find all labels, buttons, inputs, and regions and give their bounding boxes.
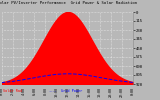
Text: Grid Power: Grid Power [61, 89, 82, 93]
Text: 0:00: 0:00 [131, 87, 135, 95]
Text: 8:00: 8:00 [43, 87, 47, 95]
Text: 6:00: 6:00 [32, 87, 36, 95]
Text: 14:00: 14:00 [76, 87, 80, 97]
Text: 2:00: 2:00 [11, 87, 15, 95]
Text: 16:00: 16:00 [87, 87, 91, 97]
Text: 4:00: 4:00 [21, 87, 25, 95]
Text: Solar Rad: Solar Rad [3, 89, 22, 93]
Text: Solar PV/Inverter Performance  Grid Power & Solar Radiation: Solar PV/Inverter Performance Grid Power… [0, 0, 137, 4]
Text: ----: ---- [48, 89, 56, 93]
Text: 10:00: 10:00 [54, 87, 58, 97]
Text: 22:00: 22:00 [120, 87, 124, 97]
Text: 18:00: 18:00 [98, 87, 102, 97]
Text: 12:00: 12:00 [65, 87, 69, 97]
Text: 20:00: 20:00 [109, 87, 113, 97]
Text: 0:00: 0:00 [0, 87, 4, 95]
